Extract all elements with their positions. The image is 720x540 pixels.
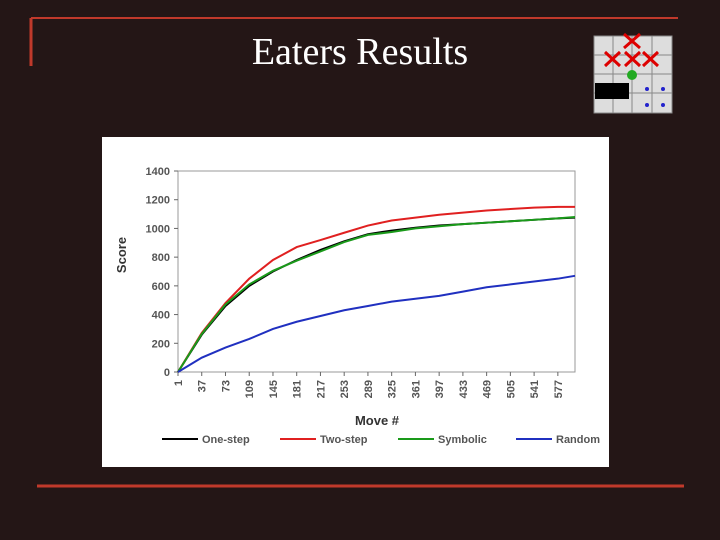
- y-tick-label: 200: [152, 338, 170, 350]
- y-tick-label: 1000: [146, 223, 170, 235]
- x-tick-label: 73: [220, 380, 232, 392]
- x-tick-label: 1: [173, 380, 185, 386]
- legend-label: Two-step: [320, 434, 368, 446]
- y-tick-label: 1200: [146, 195, 170, 207]
- x-tick-label: 217: [315, 380, 327, 398]
- slide-title: Eaters Results: [251, 31, 469, 73]
- x-tick-label: 289: [363, 380, 375, 398]
- y-tick-label: 1400: [146, 166, 170, 178]
- x-axis-label: Move #: [355, 413, 400, 428]
- series-line: [177, 205, 575, 373]
- series-line: [177, 215, 576, 373]
- x-tick-label: 37: [197, 380, 209, 392]
- y-tick-label: 0: [164, 367, 170, 379]
- x-tick-label: 541: [529, 380, 541, 398]
- y-tick-label: 600: [152, 281, 170, 293]
- x-tick-label: 253: [339, 380, 351, 398]
- x-tick-label: 325: [387, 380, 399, 398]
- x-tick-label: 505: [505, 380, 517, 398]
- x-tick-label: 181: [292, 380, 304, 398]
- series-line: [177, 274, 576, 373]
- legend-label: Symbolic: [438, 434, 487, 446]
- legend-label: One-step: [202, 434, 250, 446]
- x-tick-label: 145: [268, 380, 280, 398]
- y-axis-label: Score: [114, 237, 129, 273]
- plot-area: [177, 170, 576, 373]
- x-tick-label: 577: [553, 380, 565, 398]
- x-tick-label: 361: [410, 380, 422, 398]
- y-tick-label: 800: [152, 252, 170, 264]
- legend-label: Random: [556, 434, 600, 446]
- y-tick-label: 400: [152, 310, 170, 322]
- x-tick-label: 397: [434, 380, 446, 398]
- chart: Score Move # 0 200 400 600 800 1000 1200 1400 1 3…: [102, 137, 609, 467]
- x-tick-label: 109: [244, 380, 256, 398]
- x-tick-label: 469: [482, 380, 494, 398]
- eater-icon: [593, 32, 673, 114]
- x-tick-label: 433: [458, 380, 470, 398]
